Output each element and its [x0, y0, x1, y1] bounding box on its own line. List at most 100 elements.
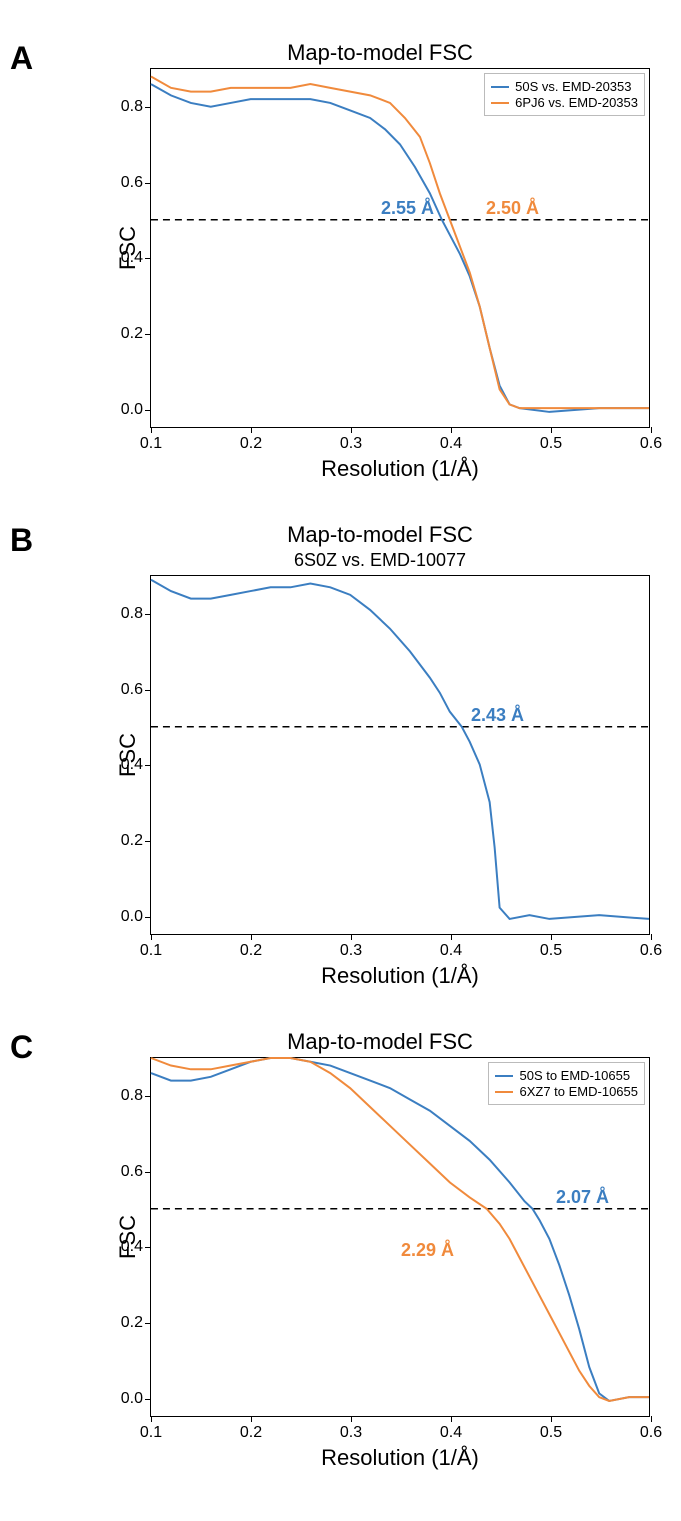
- x-tick-label: 0.5: [540, 942, 562, 960]
- x-tick-label: 0.6: [640, 1424, 662, 1442]
- panel-b-title: Map-to-model FSC: [110, 522, 650, 548]
- x-tick: [651, 934, 652, 940]
- panel-c-plot-area: FSC 0.00.20.40.60.80.10.20.30.40.50.62.0…: [150, 1057, 650, 1417]
- x-tick: [651, 427, 652, 433]
- panel-b-plot-area: FSC 0.00.20.40.60.80.10.20.30.40.50.62.4…: [150, 575, 650, 935]
- series-line: [151, 580, 649, 919]
- legend-item: 6XZ7 to EMD-10655: [495, 1084, 638, 1099]
- x-tick: [351, 934, 352, 940]
- y-tick: [145, 1323, 151, 1324]
- y-tick: [145, 1096, 151, 1097]
- legend-item: 50S to EMD-10655: [495, 1068, 638, 1083]
- y-tick: [145, 841, 151, 842]
- y-tick: [145, 917, 151, 918]
- legend-swatch: [491, 86, 509, 88]
- y-tick-label: 0.0: [113, 401, 143, 419]
- x-tick: [151, 1416, 152, 1422]
- panel-b-label: B: [10, 522, 33, 559]
- resolution-annotation: 2.07 Å: [556, 1187, 609, 1208]
- series-line: [151, 1058, 649, 1401]
- y-tick: [145, 410, 151, 411]
- x-tick: [151, 427, 152, 433]
- x-tick-label: 0.1: [140, 1424, 162, 1442]
- legend-swatch: [491, 102, 509, 104]
- y-tick: [145, 1172, 151, 1173]
- y-tick: [145, 107, 151, 108]
- x-tick-label: 0.3: [340, 942, 362, 960]
- x-tick-label: 0.4: [440, 435, 462, 453]
- plot-svg: [151, 69, 649, 427]
- series-line: [151, 1058, 649, 1401]
- resolution-annotation: 2.50 Å: [486, 198, 539, 219]
- series-line: [151, 77, 649, 409]
- legend-text: 6PJ6 vs. EMD-20353: [515, 95, 638, 110]
- y-tick: [145, 258, 151, 259]
- x-tick-label: 0.2: [240, 942, 262, 960]
- x-tick-label: 0.4: [440, 942, 462, 960]
- x-tick: [651, 1416, 652, 1422]
- x-tick-label: 0.3: [340, 435, 362, 453]
- y-tick: [145, 1247, 151, 1248]
- plot-svg: [151, 1058, 649, 1416]
- legend-item: 6PJ6 vs. EMD-20353: [491, 95, 638, 110]
- x-tick: [551, 934, 552, 940]
- panel-c: C Map-to-model FSC FSC 0.00.20.40.60.80.…: [0, 1029, 681, 1471]
- x-tick-label: 0.2: [240, 435, 262, 453]
- y-tick-label: 0.6: [113, 681, 143, 699]
- y-tick-label: 0.6: [113, 1163, 143, 1181]
- x-tick-label: 0.1: [140, 435, 162, 453]
- panel-a-title: Map-to-model FSC: [110, 40, 650, 66]
- y-tick: [145, 334, 151, 335]
- y-tick-label: 0.4: [113, 249, 143, 267]
- panel-c-label: C: [10, 1029, 33, 1066]
- y-tick: [145, 614, 151, 615]
- x-tick: [451, 1416, 452, 1422]
- x-tick-label: 0.6: [640, 942, 662, 960]
- legend-text: 50S vs. EMD-20353: [515, 79, 631, 94]
- x-tick-label: 0.6: [640, 435, 662, 453]
- x-tick-label: 0.3: [340, 1424, 362, 1442]
- y-tick-label: 0.2: [113, 1314, 143, 1332]
- x-tick: [151, 934, 152, 940]
- legend-text: 50S to EMD-10655: [519, 1068, 630, 1083]
- panel-b-chart: Map-to-model FSC 6S0Z vs. EMD-10077 FSC …: [110, 522, 650, 989]
- y-tick-label: 0.4: [113, 756, 143, 774]
- panel-c-title: Map-to-model FSC: [110, 1029, 650, 1055]
- panel-a-label: A: [10, 40, 33, 77]
- panel-a-plot-area: FSC 0.00.20.40.60.80.10.20.30.40.50.62.5…: [150, 68, 650, 428]
- x-tick-label: 0.2: [240, 1424, 262, 1442]
- x-tick: [451, 934, 452, 940]
- y-tick-label: 0.2: [113, 325, 143, 343]
- x-tick: [451, 427, 452, 433]
- x-tick-label: 0.5: [540, 1424, 562, 1442]
- legend: 50S to EMD-106556XZ7 to EMD-10655: [488, 1062, 645, 1105]
- y-tick-label: 0.0: [113, 1390, 143, 1408]
- x-tick-label: 0.4: [440, 1424, 462, 1442]
- y-tick-label: 0.2: [113, 832, 143, 850]
- y-tick: [145, 1399, 151, 1400]
- x-tick: [251, 427, 252, 433]
- series-line: [151, 84, 649, 412]
- panel-b-subtitle: 6S0Z vs. EMD-10077: [110, 550, 650, 571]
- x-tick: [551, 1416, 552, 1422]
- y-tick: [145, 183, 151, 184]
- figure: A Map-to-model FSC FSC 0.00.20.40.60.80.…: [0, 40, 681, 1471]
- panel-a-chart: Map-to-model FSC FSC 0.00.20.40.60.80.10…: [110, 40, 650, 482]
- x-tick: [351, 1416, 352, 1422]
- legend-item: 50S vs. EMD-20353: [491, 79, 638, 94]
- plot-svg: [151, 576, 649, 934]
- y-tick: [145, 690, 151, 691]
- legend-swatch: [495, 1091, 513, 1093]
- panel-b: B Map-to-model FSC 6S0Z vs. EMD-10077 FS…: [0, 522, 681, 989]
- panel-c-chart: Map-to-model FSC FSC 0.00.20.40.60.80.10…: [110, 1029, 650, 1471]
- x-tick: [351, 427, 352, 433]
- legend-swatch: [495, 1075, 513, 1077]
- y-tick-label: 0.8: [113, 605, 143, 623]
- y-tick-label: 0.8: [113, 1087, 143, 1105]
- panel-c-xlabel: Resolution (1/Å): [150, 1445, 650, 1471]
- x-tick-label: 0.5: [540, 435, 562, 453]
- x-tick: [251, 934, 252, 940]
- resolution-annotation: 2.55 Å: [381, 198, 434, 219]
- resolution-annotation: 2.29 Å: [401, 1240, 454, 1261]
- y-tick-label: 0.0: [113, 908, 143, 926]
